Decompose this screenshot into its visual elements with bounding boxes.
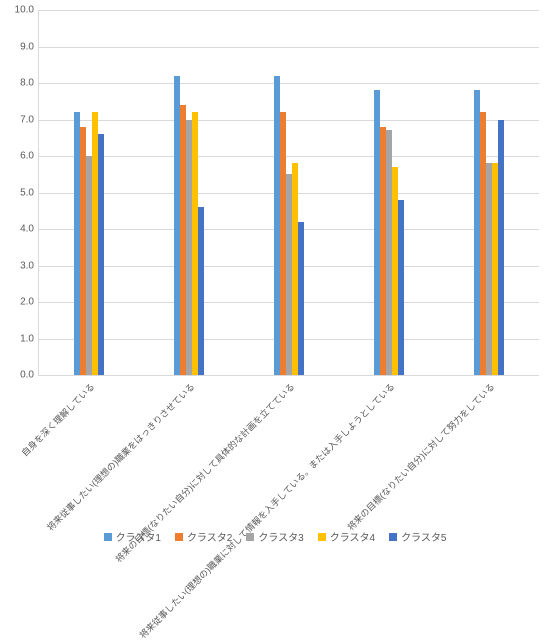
legend: クラスタ1 クラスタ2 クラスタ3 クラスタ4 クラスタ5 [0,529,550,544]
bar-chart: 自身を深く理解している将来従事したい(理想の)職業をはっきりさせている将来の目標… [0,0,550,550]
bar [398,200,404,375]
bar-group [239,10,339,375]
legend-swatch [389,533,397,541]
plot-area [38,10,539,376]
legend-item: クラスタ1 [104,529,161,544]
bar-groups [39,10,539,375]
y-tick-label: 1.0 [0,333,34,344]
bar [198,207,204,375]
y-tick-label: 9.0 [0,41,34,52]
y-tick-label: 6.0 [0,151,34,162]
bar-group [439,10,539,375]
legend-swatch [246,533,254,541]
x-tick-label: 将来の目標(なりたい自分)に対して努力をしている [438,380,538,510]
legend-swatch [318,533,326,541]
legend-item: クラスタ4 [318,529,375,544]
x-axis-labels: 自身を深く理解している将来従事したい(理想の)職業をはっきりさせている将来の目標… [38,380,538,510]
bar-group [39,10,139,375]
bar-group [139,10,239,375]
legend-swatch [104,533,112,541]
legend-item: クラスタ2 [175,529,232,544]
gridline [39,375,539,376]
y-tick-label: 2.0 [0,297,34,308]
legend-label: クラスタ5 [401,529,446,544]
legend-label: クラスタ2 [187,529,232,544]
bar-group [339,10,439,375]
legend-label: クラスタ1 [116,529,161,544]
bar [498,120,504,376]
legend-label: クラスタ4 [330,529,375,544]
legend-item: クラスタ5 [389,529,446,544]
bar [98,134,104,375]
bar [298,222,304,375]
y-tick-label: 8.0 [0,78,34,89]
y-tick-label: 4.0 [0,224,34,235]
legend-label: クラスタ3 [258,529,303,544]
y-tick-label: 0.0 [0,370,34,381]
y-tick-label: 3.0 [0,260,34,271]
legend-item: クラスタ3 [246,529,303,544]
legend-swatch [175,533,183,541]
y-tick-label: 10.0 [0,5,34,16]
y-tick-label: 7.0 [0,114,34,125]
y-tick-label: 5.0 [0,187,34,198]
